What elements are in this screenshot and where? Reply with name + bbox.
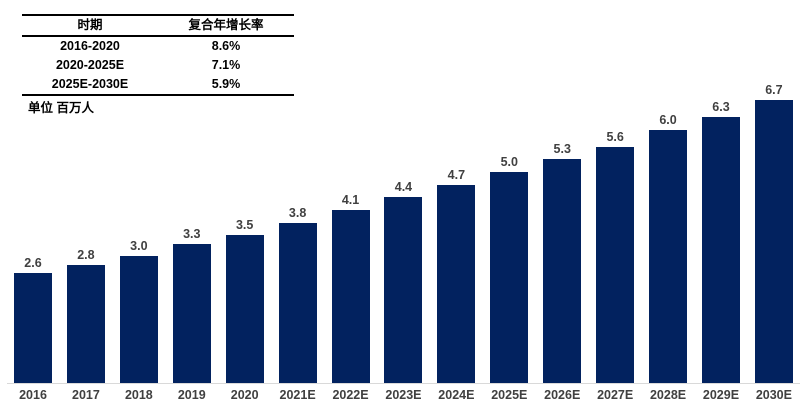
bar-value-label: 6.3 — [712, 100, 730, 114]
x-axis-label: 2024E — [438, 388, 475, 402]
bar-value-label: 5.6 — [606, 130, 624, 144]
bar-column: 4.1 — [325, 193, 377, 383]
x-axis-label: 2030E — [755, 388, 792, 402]
bar-value-label: 3.8 — [288, 206, 307, 220]
bar-value-label: 4.4 — [394, 180, 413, 194]
x-axis-label: 2018 — [124, 388, 153, 402]
bar-value-label: 4.7 — [447, 168, 466, 182]
cagr-table-header-cagr: 复合年增长率 — [188, 18, 264, 32]
bar-value-label: 3.0 — [130, 239, 148, 253]
bar-column: 3.3 — [166, 227, 218, 383]
bar — [66, 265, 105, 383]
bar-value-label: 6.0 — [659, 113, 677, 127]
bar-column: 4.7 — [430, 168, 482, 383]
bar-column: 6.3 — [695, 100, 747, 383]
bar-value-label: 2.6 — [24, 256, 42, 270]
bar — [437, 185, 476, 383]
bar — [278, 223, 317, 383]
bar — [331, 210, 370, 383]
bar — [543, 159, 582, 383]
x-axis-label: 2026E — [544, 388, 581, 402]
cagr-period: 2025E-2030E — [51, 77, 129, 91]
cagr-value: 5.9% — [211, 77, 241, 91]
bar-value-label: 6.7 — [765, 83, 783, 97]
bar-column: 4.4 — [377, 180, 429, 383]
cagr-table-row: 2016-2020 8.6% — [22, 37, 294, 56]
cagr-table-row: 2020-2025E 7.1% — [22, 56, 294, 75]
bar-column: 5.6 — [589, 130, 641, 383]
plot-area: 2.6 2.8 3.0 3.3 3.5 3.8 4.1 4.4 4.7 5.0 5.3 5.6 6.0 6… — [7, 75, 800, 384]
cagr-value: 7.1% — [211, 58, 241, 72]
x-axis-label: 2025E — [491, 388, 528, 402]
cagr-table-header-period: 时期 — [77, 18, 103, 32]
bar-column: 3.5 — [219, 218, 271, 383]
bar-column: 5.0 — [483, 155, 535, 383]
bar-value-label: 4.1 — [341, 193, 360, 207]
x-axis-label: 2019 — [177, 388, 206, 402]
cagr-table: 时期 复合年增长率 2016-2020 8.6% 2020-2025E 7.1%… — [22, 14, 294, 96]
bar-value-label: 5.0 — [500, 155, 518, 169]
bar-column: 2.8 — [60, 248, 112, 383]
bar — [119, 256, 158, 383]
x-axis-label: 2020 — [230, 388, 259, 402]
x-axis-label: 2017 — [72, 388, 100, 402]
x-axis: 2016 2017 2018 2019 2020 2021E 2022E 2023E 2024E… — [7, 388, 800, 408]
bar-chart: 2.6 2.8 3.0 3.3 3.5 3.8 4.1 4.4 4.7 5.0 5.3 5.6 6.0 6… — [7, 75, 800, 408]
bar-value-label: 3.3 — [183, 227, 201, 241]
x-axis-label: 2021E — [279, 388, 316, 402]
bar-column: 6.7 — [748, 83, 800, 383]
bar — [490, 172, 529, 383]
x-axis-label: 2016 — [19, 388, 47, 402]
bar — [14, 273, 52, 383]
unit-label: 单位 百万人 — [28, 101, 94, 115]
x-axis-label: 2029E — [702, 388, 740, 402]
cagr-table-row: 2025E-2030E 5.9% — [22, 75, 294, 94]
bar — [596, 147, 635, 383]
bar-column: 3.8 — [272, 206, 324, 383]
cagr-period: 2016-2020 — [60, 39, 120, 53]
bar-column: 6.0 — [642, 113, 694, 383]
cagr-value: 8.6% — [211, 39, 241, 53]
bar — [225, 235, 264, 383]
bar-value-label: 2.8 — [77, 248, 95, 262]
x-axis-label: 2022E — [332, 388, 369, 402]
x-axis-label: 2027E — [597, 388, 634, 402]
bar-column: 3.0 — [113, 239, 165, 383]
bar-value-label: 3.5 — [235, 218, 254, 232]
bar-column: 2.6 — [7, 256, 59, 383]
bar-column: 5.3 — [536, 142, 588, 383]
x-axis-label: 2028E — [649, 388, 687, 402]
bar-value-label: 5.3 — [553, 142, 571, 156]
bar — [754, 100, 793, 383]
x-axis-label: 2023E — [385, 388, 422, 402]
cagr-table-header-row: 时期 复合年增长率 — [22, 16, 294, 37]
bar — [701, 117, 740, 383]
bar — [384, 197, 423, 383]
bar — [649, 130, 688, 383]
cagr-period: 2020-2025E — [55, 58, 125, 72]
bar — [172, 244, 211, 383]
